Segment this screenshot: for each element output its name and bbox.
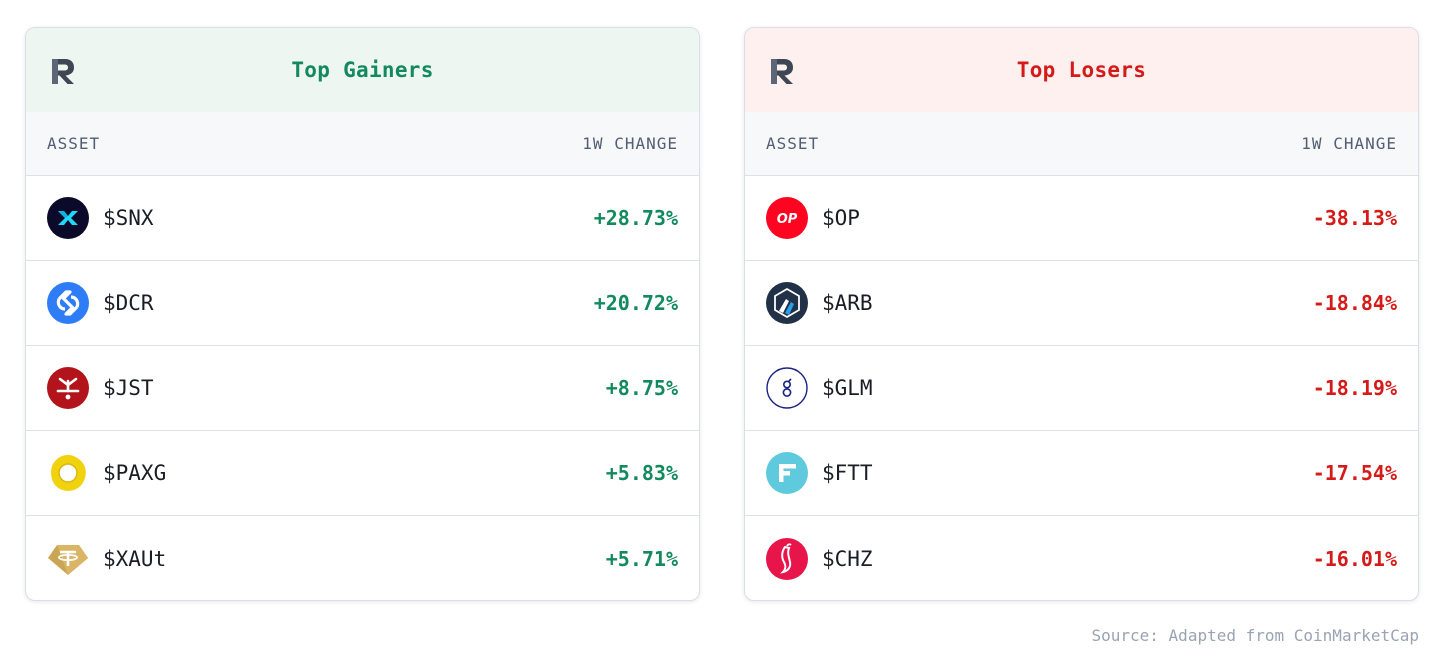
brand-logo-icon bbox=[52, 59, 74, 84]
table-row: $CHZ -16.01% bbox=[745, 516, 1418, 600]
table-row: $DCR +20.72% bbox=[26, 261, 699, 346]
table-row: OP $OP -38.13% bbox=[745, 176, 1418, 261]
asset-cell: $GLM bbox=[766, 367, 873, 409]
gainers-title: Top Gainers bbox=[291, 58, 434, 82]
asset-column-header: ASSET bbox=[766, 134, 820, 153]
asset-cell: $SNX bbox=[47, 197, 154, 239]
change-column-header: 1W CHANGE bbox=[1301, 134, 1397, 153]
change-value: +8.75% bbox=[605, 376, 678, 400]
brand-logo-icon bbox=[771, 59, 793, 84]
change-value: +20.72% bbox=[593, 291, 678, 315]
table-row: $GLM -18.19% bbox=[745, 346, 1418, 431]
asset-symbol: $FTT bbox=[822, 461, 873, 485]
losers-title: Top Losers bbox=[1016, 58, 1147, 82]
change-value: +5.83% bbox=[605, 461, 678, 485]
gainers-card-header: Top Gainers bbox=[26, 28, 699, 112]
asset-symbol: $OP bbox=[822, 206, 860, 230]
asset-cell: $FTT bbox=[766, 452, 873, 494]
asset-symbol: $GLM bbox=[822, 376, 873, 400]
chiliz-icon bbox=[766, 537, 808, 580]
asset-symbol: $ARB bbox=[822, 291, 873, 315]
optimism-icon: OP bbox=[766, 197, 808, 239]
source-caption: Source: Adapted from CoinMarketCap bbox=[1091, 626, 1419, 645]
table-row: $SNX +28.73% bbox=[26, 176, 699, 261]
asset-symbol: $XAUt bbox=[103, 546, 167, 571]
change-value: -18.19% bbox=[1312, 376, 1397, 400]
asset-symbol: $JST bbox=[103, 376, 154, 400]
asset-cell: $XAUt bbox=[47, 538, 166, 580]
just-icon bbox=[47, 367, 89, 409]
top-gainers-card: Top Gainers ASSET 1W CHANGE $SNX +28.73% bbox=[25, 27, 700, 601]
golem-icon bbox=[766, 367, 808, 409]
asset-cell: $ARB bbox=[766, 282, 873, 324]
change-column-header: 1W CHANGE bbox=[582, 134, 678, 153]
change-value: -16.01% bbox=[1312, 546, 1397, 571]
synthetix-icon bbox=[47, 197, 89, 239]
change-value: -38.13% bbox=[1312, 206, 1397, 230]
asset-cell: $JST bbox=[47, 367, 154, 409]
asset-symbol: $PAXG bbox=[103, 461, 167, 485]
top-losers-card: Top Losers ASSET 1W CHANGE OP $OP -38.13… bbox=[744, 27, 1419, 601]
asset-cell: $DCR bbox=[47, 282, 154, 324]
table-row: $PAXG +5.83% bbox=[26, 431, 699, 516]
asset-cell: $PAXG bbox=[47, 452, 166, 494]
decred-icon bbox=[47, 282, 89, 324]
change-value: -18.84% bbox=[1312, 291, 1397, 315]
pax-gold-icon bbox=[51, 455, 86, 491]
arbitrum-icon bbox=[766, 282, 808, 324]
change-value: -17.54% bbox=[1312, 461, 1397, 485]
losers-column-header: ASSET 1W CHANGE bbox=[745, 112, 1418, 176]
losers-card-header: Top Losers bbox=[745, 28, 1418, 112]
asset-symbol: $SNX bbox=[103, 206, 154, 230]
tether-gold-icon bbox=[48, 544, 88, 575]
ftx-token-icon bbox=[766, 452, 808, 494]
asset-column-header: ASSET bbox=[47, 134, 101, 153]
change-value: +28.73% bbox=[593, 206, 678, 230]
asset-cell: OP $OP bbox=[766, 197, 860, 239]
table-row: $XAUt +5.71% bbox=[26, 516, 699, 600]
table-row: $JST +8.75% bbox=[26, 346, 699, 431]
table-row: $FTT -17.54% bbox=[745, 431, 1418, 516]
asset-symbol: $CHZ bbox=[822, 546, 873, 571]
asset-symbol: $DCR bbox=[103, 291, 154, 315]
change-value: +5.71% bbox=[605, 546, 678, 571]
svg-text:OP: OP bbox=[777, 212, 798, 227]
gainers-column-header: ASSET 1W CHANGE bbox=[26, 112, 699, 176]
asset-cell: $CHZ bbox=[766, 537, 873, 580]
table-row: $ARB -18.84% bbox=[745, 261, 1418, 346]
